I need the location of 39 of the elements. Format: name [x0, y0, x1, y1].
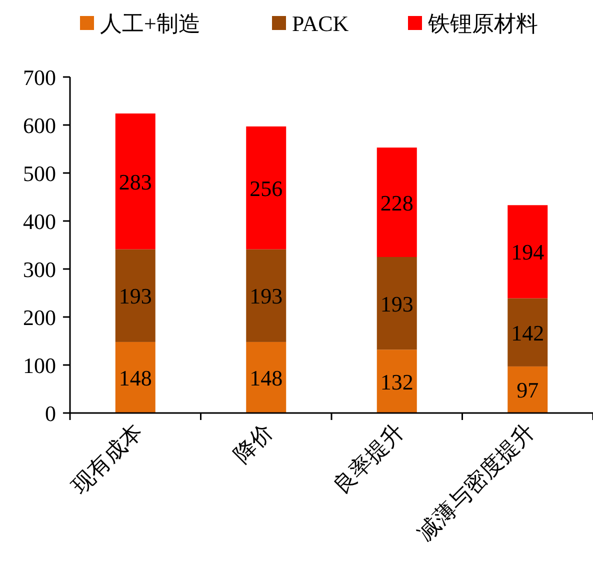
x-tick-label: 现有成本 — [67, 418, 147, 499]
data-label: 283 — [118, 169, 152, 194]
bar — [508, 205, 548, 298]
y-tick-label: 600 — [23, 113, 56, 138]
data-label: 193 — [380, 291, 414, 316]
data-label: 194 — [511, 240, 544, 265]
bar — [115, 342, 156, 413]
data-label: 148 — [250, 365, 283, 390]
bar — [376, 257, 417, 350]
bar — [246, 342, 286, 413]
data-label: 142 — [511, 320, 544, 346]
bar — [508, 366, 548, 413]
y-tick-label: 100 — [23, 353, 56, 378]
y-tick-label: 300 — [23, 257, 56, 282]
bar — [246, 126, 286, 250]
data-label: 97 — [516, 378, 539, 403]
data-label: 148 — [118, 365, 152, 390]
legend-label: 人工+制造 — [100, 11, 200, 36]
y-tick-label: 0 — [45, 401, 56, 426]
y-tick-label: 500 — [23, 161, 56, 186]
legend-label: PACK — [292, 11, 349, 36]
y-tick-label: 200 — [23, 305, 56, 330]
y-tick-label: 400 — [23, 209, 56, 234]
bar — [508, 298, 548, 366]
data-label: 256 — [250, 176, 283, 201]
bar — [376, 148, 417, 257]
data-label: 132 — [380, 369, 414, 394]
x-tick-label: 降价 — [228, 418, 278, 468]
data-label: 193 — [250, 284, 283, 309]
data-label: 193 — [118, 284, 152, 309]
bar — [115, 113, 156, 250]
x-tick-label: 良率提升 — [328, 418, 408, 499]
bar — [115, 249, 156, 342]
bar — [376, 350, 417, 413]
x-tick-label: 减薄与密度提升 — [412, 418, 540, 546]
y-tick-label: 700 — [23, 65, 56, 90]
legend-label: 铁锂原材料 — [427, 11, 538, 36]
bar — [246, 249, 286, 342]
data-label: 228 — [380, 190, 414, 216]
